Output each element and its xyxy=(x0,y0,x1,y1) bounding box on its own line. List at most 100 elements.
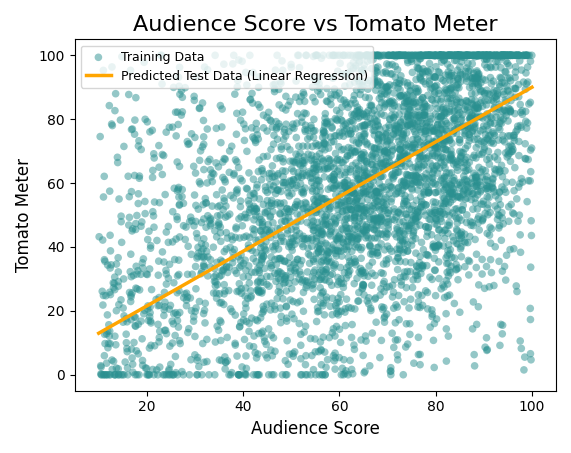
Training Data xyxy=(249,231,258,238)
Training Data xyxy=(167,318,176,325)
Training Data xyxy=(471,52,480,59)
Training Data xyxy=(387,195,396,202)
Training Data xyxy=(135,286,144,294)
Training Data xyxy=(272,52,282,59)
Training Data xyxy=(359,352,368,359)
Training Data xyxy=(183,141,192,148)
Training Data xyxy=(171,109,180,116)
Training Data xyxy=(367,65,376,72)
Training Data xyxy=(222,202,231,210)
Training Data xyxy=(375,354,384,361)
Training Data xyxy=(214,219,223,226)
Training Data xyxy=(436,215,445,222)
Training Data xyxy=(288,247,297,254)
Training Data xyxy=(190,333,199,340)
Training Data xyxy=(274,288,283,295)
Training Data xyxy=(277,218,286,226)
Training Data xyxy=(253,279,262,286)
Training Data xyxy=(396,236,405,244)
Training Data xyxy=(430,203,439,211)
Training Data xyxy=(408,120,417,127)
Training Data xyxy=(230,170,239,177)
Training Data xyxy=(343,152,352,159)
Training Data xyxy=(292,156,301,164)
Training Data xyxy=(416,52,425,59)
Training Data xyxy=(475,52,484,59)
Training Data xyxy=(169,320,178,328)
Training Data xyxy=(457,231,467,239)
Training Data xyxy=(373,252,383,259)
Training Data xyxy=(440,137,449,145)
Training Data xyxy=(358,226,367,233)
Training Data xyxy=(230,246,239,253)
Training Data xyxy=(332,310,341,317)
Training Data xyxy=(246,96,255,103)
Training Data xyxy=(161,327,170,334)
Training Data xyxy=(385,183,395,190)
Training Data xyxy=(468,112,477,120)
Training Data xyxy=(274,268,283,275)
Training Data xyxy=(514,93,523,101)
Training Data xyxy=(411,111,420,119)
Training Data xyxy=(459,187,468,194)
Training Data xyxy=(183,243,192,250)
Training Data xyxy=(371,295,380,303)
Training Data xyxy=(261,351,270,358)
Training Data xyxy=(398,182,407,189)
Training Data xyxy=(307,215,316,222)
Training Data xyxy=(428,141,437,148)
Training Data xyxy=(220,155,229,162)
Training Data xyxy=(381,68,390,75)
Training Data xyxy=(276,304,285,312)
Training Data xyxy=(212,289,221,297)
Training Data xyxy=(426,52,435,59)
Training Data xyxy=(281,179,290,186)
Training Data xyxy=(320,195,329,202)
Training Data xyxy=(419,200,428,207)
Training Data xyxy=(380,112,389,119)
Training Data xyxy=(346,100,355,107)
Training Data xyxy=(282,93,291,100)
Training Data xyxy=(357,69,367,77)
Training Data xyxy=(209,170,218,178)
Training Data xyxy=(108,279,118,286)
Training Data xyxy=(332,116,341,123)
Training Data xyxy=(522,198,532,205)
Training Data xyxy=(472,251,481,258)
Training Data xyxy=(425,77,434,85)
Training Data xyxy=(424,189,433,196)
Training Data xyxy=(480,284,489,292)
Training Data xyxy=(436,52,445,59)
Training Data xyxy=(481,52,490,59)
Training Data xyxy=(440,211,449,218)
Training Data xyxy=(385,283,394,290)
Training Data xyxy=(433,242,443,249)
Training Data xyxy=(373,121,382,129)
Training Data xyxy=(297,188,306,196)
Training Data xyxy=(331,150,340,157)
Training Data xyxy=(345,258,355,265)
Training Data xyxy=(344,271,353,279)
Training Data xyxy=(299,243,308,250)
Training Data xyxy=(430,52,439,59)
Training Data xyxy=(311,198,320,205)
Training Data xyxy=(411,121,420,129)
Training Data xyxy=(182,297,191,304)
Training Data xyxy=(392,224,401,231)
Training Data xyxy=(271,201,280,208)
Training Data xyxy=(483,185,492,192)
Training Data xyxy=(346,189,355,197)
Training Data xyxy=(395,93,404,101)
Training Data xyxy=(332,182,341,189)
Training Data xyxy=(305,252,315,259)
Training Data xyxy=(399,151,408,158)
Training Data xyxy=(313,225,322,232)
Training Data xyxy=(112,260,121,268)
Training Data xyxy=(143,236,152,243)
Training Data xyxy=(517,175,526,182)
Training Data xyxy=(416,222,425,229)
Training Data xyxy=(439,52,448,59)
Training Data xyxy=(402,284,411,291)
Training Data xyxy=(324,155,333,162)
Training Data xyxy=(242,148,251,155)
